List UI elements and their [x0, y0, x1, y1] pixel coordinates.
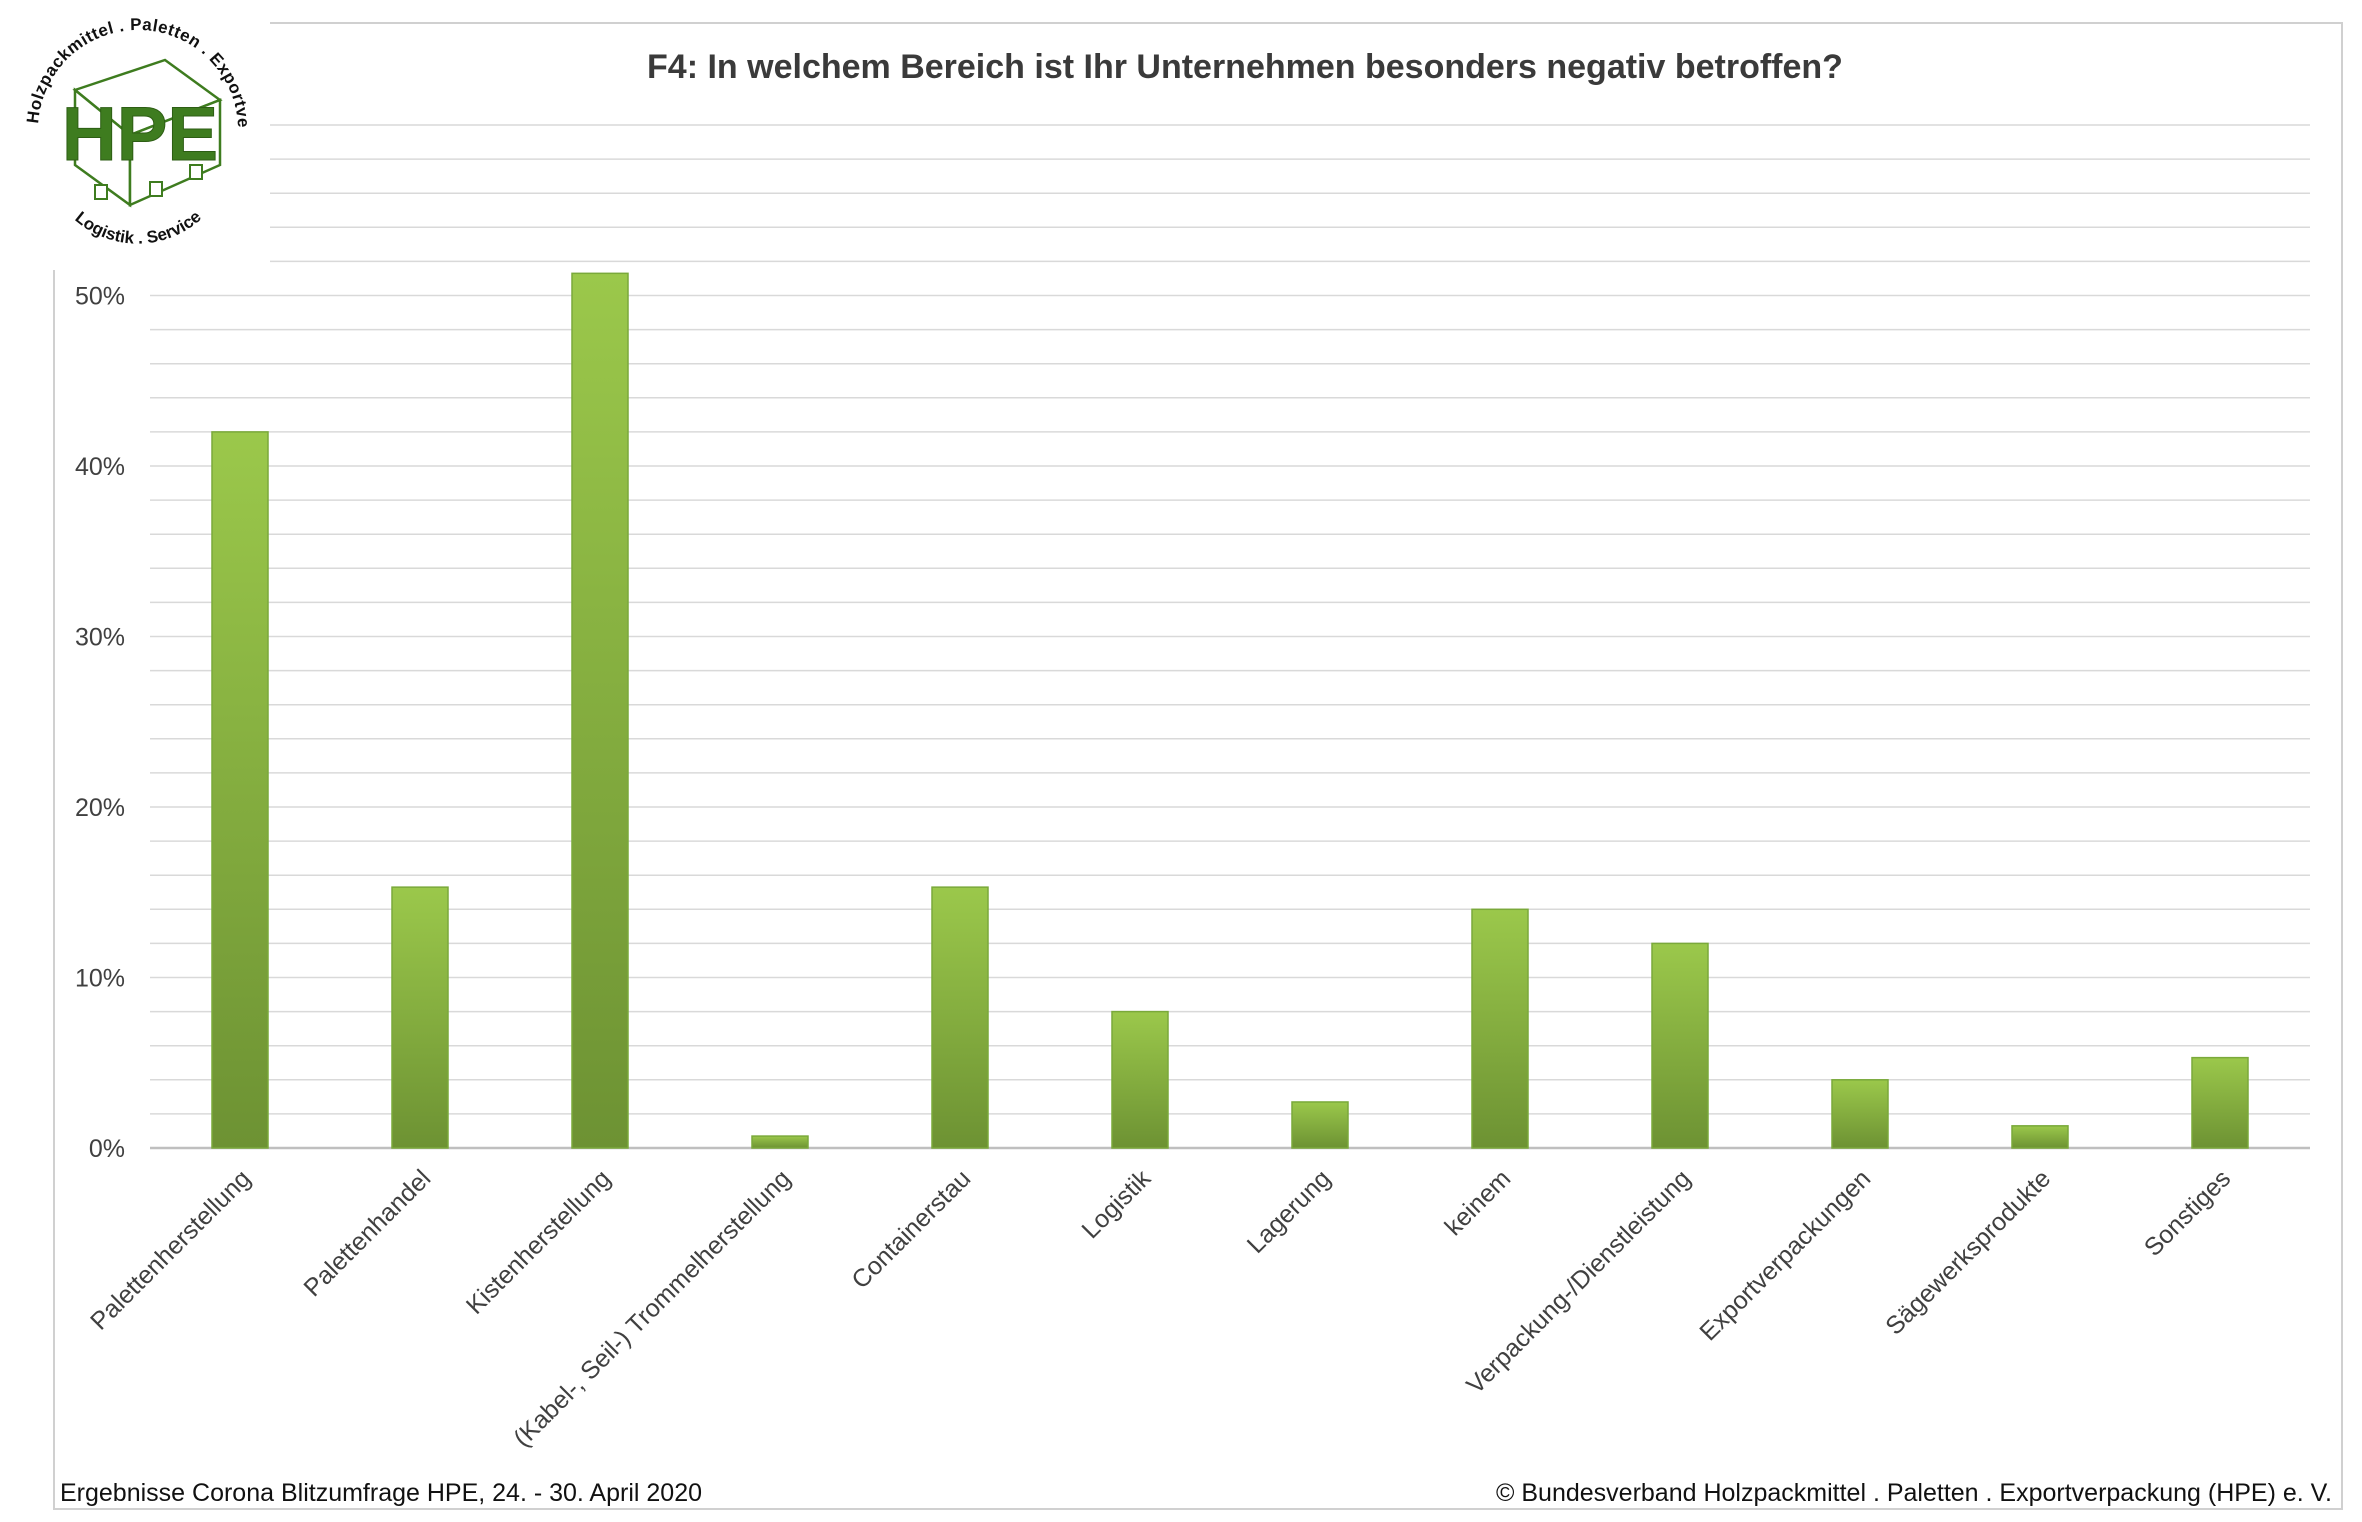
bar	[391, 886, 449, 1149]
footer-right: © Bundesverband Holzpackmittel . Palette…	[1496, 1479, 2332, 1507]
y-tick-label: 50%	[75, 283, 125, 311]
x-axis-tick-labels: Palettenherstellung Palettenhandel Kistenh…	[85, 1164, 2236, 1452]
x-tick-label: Logistik	[1077, 1164, 1157, 1244]
y-tick-label: 10%	[75, 965, 125, 993]
x-tick-label: Sägewerksprodukte	[1880, 1164, 2056, 1340]
bar	[211, 431, 269, 1149]
y-axis-tick-labels: 0% 10% 20% 30% 40% 50%	[75, 283, 125, 1164]
x-tick-label: Palettenhandel	[298, 1164, 436, 1302]
x-tick-label: Kistenherstellung	[461, 1164, 616, 1319]
bar	[1831, 1079, 1889, 1149]
y-tick-label: 20%	[75, 794, 125, 822]
bar	[931, 886, 989, 1149]
bar	[571, 272, 629, 1149]
logo-ring-text-bottom: Logistik . Service	[72, 207, 205, 248]
bar	[751, 1135, 809, 1149]
x-tick-label: Lagerung	[1242, 1164, 1337, 1259]
bar	[1291, 1101, 1349, 1149]
chart-title: F4: In welchem Bereich ist Ihr Unternehm…	[647, 48, 1843, 86]
bars	[211, 272, 2249, 1149]
footer-left: Ergebnisse Corona Blitzumfrage HPE, 24. …	[60, 1479, 703, 1507]
x-tick-label: Containerstau	[846, 1164, 976, 1294]
x-tick-label: Sonstiges	[2139, 1164, 2236, 1261]
bar	[1651, 942, 1709, 1149]
bar	[2191, 1056, 2249, 1149]
y-tick-label: 30%	[75, 624, 125, 652]
x-tick-label: keinem	[1439, 1164, 1516, 1241]
chart-frame	[53, 22, 2343, 1510]
bar	[2011, 1125, 2069, 1149]
y-tick-label: 40%	[75, 453, 125, 481]
bar	[1111, 1010, 1169, 1149]
y-tick-label: 0%	[89, 1135, 125, 1163]
pallet-icon	[72, 58, 223, 208]
x-tick-label: (Kabel-, Seil-) Trommelherstellung	[508, 1164, 796, 1452]
svg-text:Logistik . Service: Logistik . Service	[72, 207, 205, 248]
x-tick-label: Palettenherstellung	[85, 1164, 256, 1335]
hpe-logo: Holzpackmittel . Paletten . Exportverpac…	[0, 0, 270, 270]
logo-text: HPE	[62, 92, 218, 177]
x-tick-label: Exportverpackungen	[1694, 1164, 1876, 1346]
gridlines	[150, 124, 2310, 1150]
bar	[1471, 908, 1529, 1149]
